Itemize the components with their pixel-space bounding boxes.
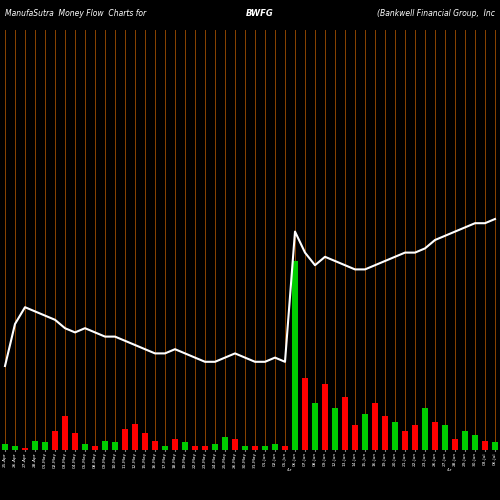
Bar (302, 378, 308, 450)
Bar (212, 444, 218, 450)
Bar (222, 437, 228, 450)
Bar (322, 384, 328, 450)
Bar (172, 438, 178, 450)
Bar (282, 446, 288, 450)
Bar (32, 440, 38, 450)
Bar (182, 442, 188, 450)
Bar (432, 422, 438, 450)
Bar (412, 426, 418, 450)
Bar (122, 429, 128, 450)
Bar (382, 416, 388, 450)
Bar (192, 446, 198, 450)
Text: BWFG: BWFG (246, 9, 274, 18)
Bar (42, 442, 48, 450)
Bar (482, 440, 488, 450)
Bar (452, 438, 458, 450)
Bar (272, 444, 278, 450)
Bar (312, 403, 318, 450)
Text: 4,r: 4,r (448, 468, 453, 472)
Text: ManufaSutra  Money Flow  Charts for: ManufaSutra Money Flow Charts for (5, 9, 146, 18)
Bar (342, 397, 348, 450)
Bar (142, 433, 148, 450)
Bar (332, 408, 338, 450)
Bar (492, 442, 498, 450)
Bar (62, 416, 68, 450)
Bar (442, 426, 448, 450)
Bar (422, 408, 428, 450)
Bar (392, 422, 398, 450)
Bar (352, 426, 358, 450)
Bar (472, 435, 478, 450)
Bar (242, 446, 248, 450)
Bar (92, 446, 98, 450)
Bar (372, 403, 378, 450)
Bar (72, 433, 78, 450)
Bar (402, 431, 408, 450)
Bar (202, 446, 208, 450)
Bar (52, 431, 58, 450)
Bar (252, 446, 258, 450)
Bar (132, 424, 138, 450)
Bar (362, 414, 368, 450)
Bar (22, 448, 28, 450)
Bar (2, 444, 8, 450)
Bar (232, 438, 238, 450)
Text: (Bankwell Financial Group,  Inc: (Bankwell Financial Group, Inc (377, 9, 495, 18)
Bar (262, 446, 268, 450)
Bar (292, 261, 298, 450)
Bar (102, 440, 108, 450)
Bar (112, 442, 118, 450)
Bar (462, 431, 468, 450)
Text: 4,r: 4,r (287, 468, 293, 472)
Bar (12, 446, 18, 450)
Bar (152, 440, 158, 450)
Bar (82, 444, 88, 450)
Bar (162, 446, 168, 450)
